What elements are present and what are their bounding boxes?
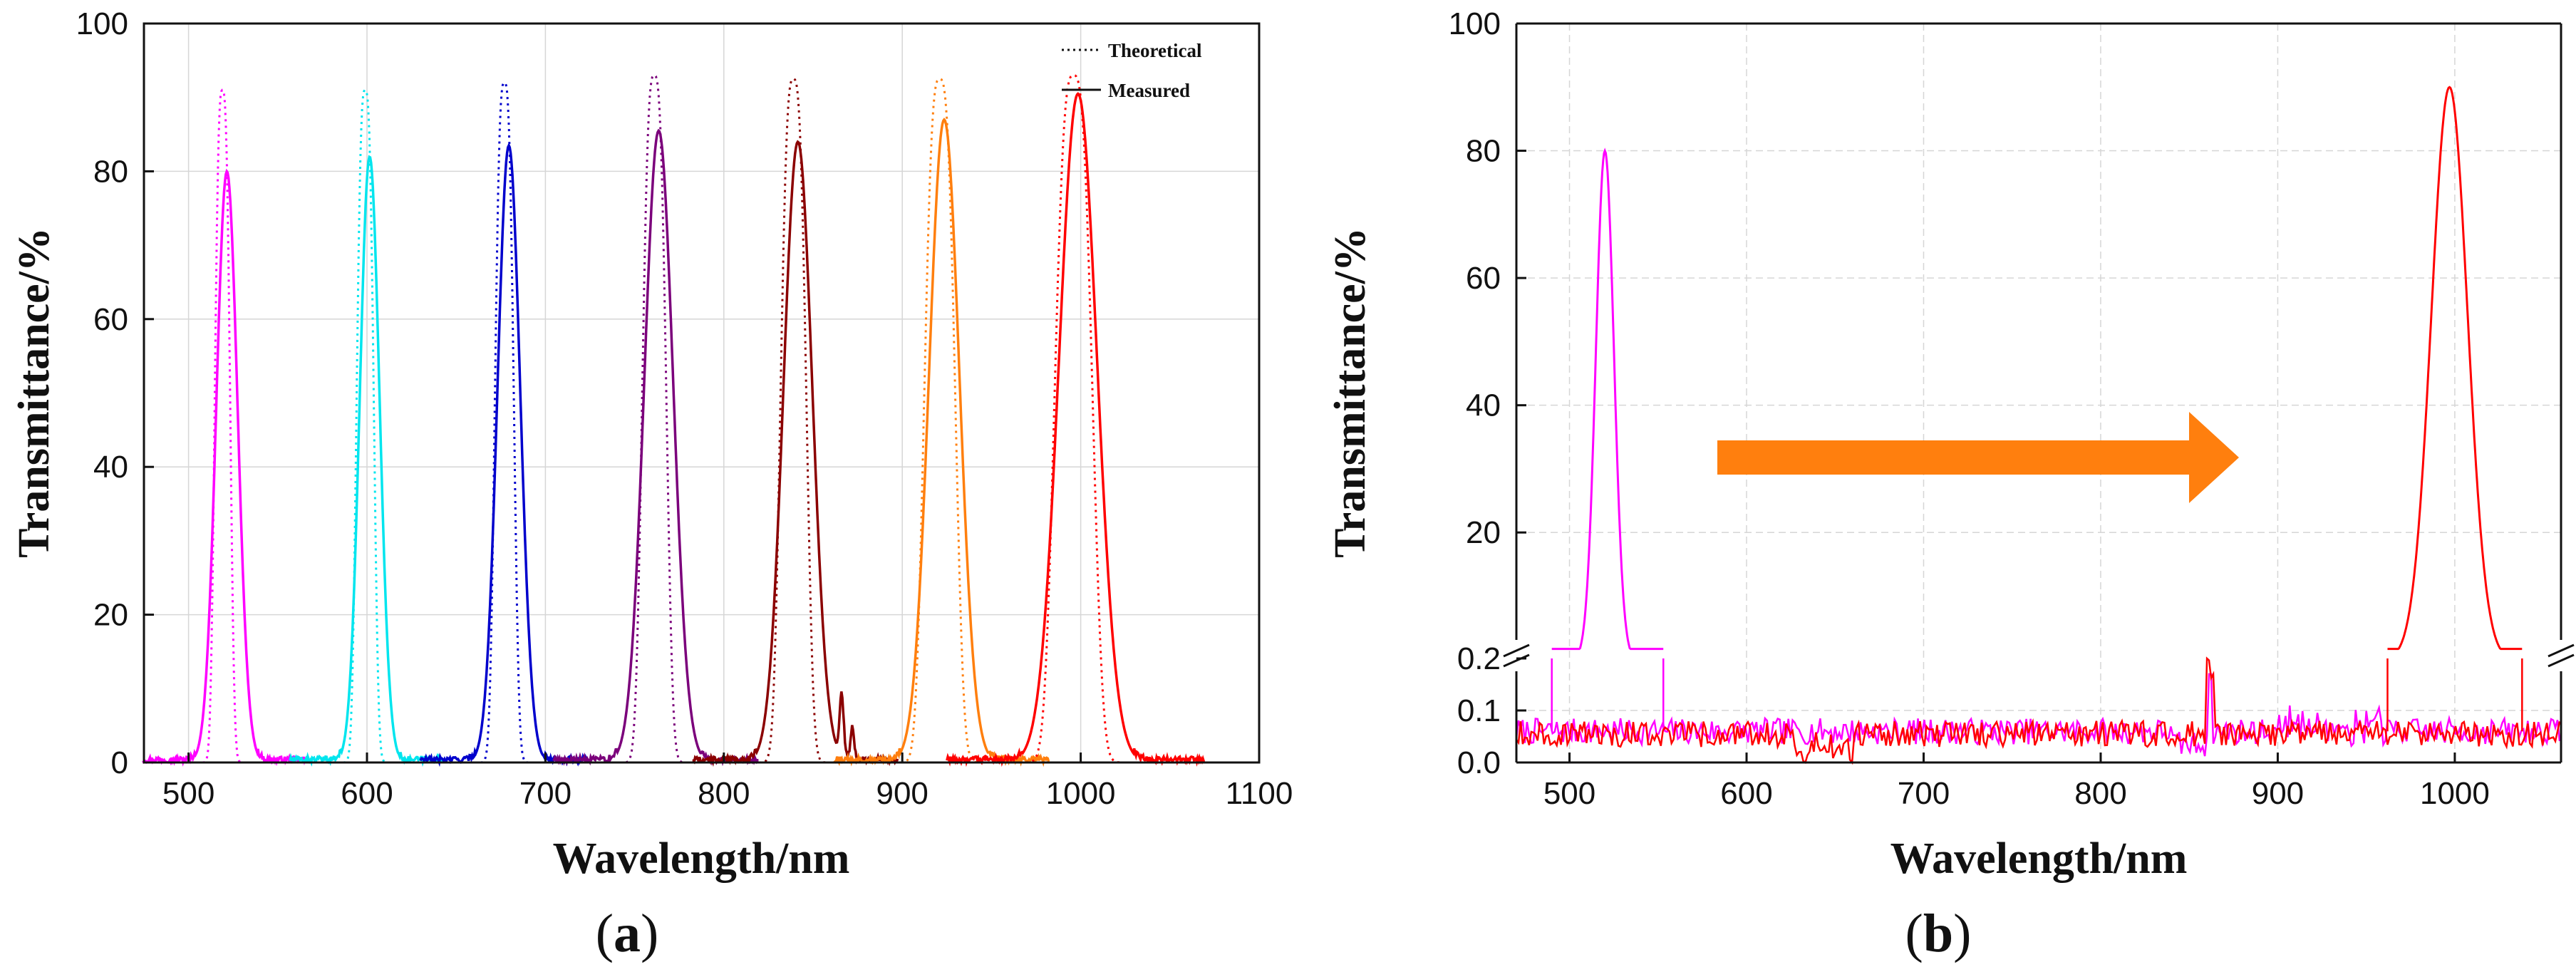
panel-a-series [142,74,1206,767]
series-678-measured-line [419,142,593,767]
panel-b-ytick-label-low-0: 0.0 [1457,745,1501,780]
axis-break-marks [1503,643,2575,668]
series-997-measured-line [946,92,1206,767]
panel-a-xtick-label-1100: 1100 [1226,776,1293,811]
panel-b-ytick-label-low-2: 0.2 [1457,641,1501,676]
panel-b-ytick-label-20: 20 [1466,515,1501,550]
panel-b: 500 600 700 800 900 1000204060801000.00.10.2 … [1326,6,2575,963]
series-678-theoretical-line [442,81,571,764]
series-997-theoretical-line [968,74,1183,764]
panel-a-ytick-label-40: 40 [93,450,128,485]
panel-a: 500 600 700 800 900 1000 1100 0 20 40 60 80 100 Theo… [10,6,1293,963]
panel-a-ytick-label-60: 60 [93,302,128,337]
series-840-measured-line [692,140,899,767]
panel-a-xtick-label-800: 800 [698,776,750,811]
panel-a-legend: Theoretical Measured [1062,40,1202,101]
series-762-measured-line [552,128,759,767]
panel-b-ytick-label-60: 60 [1466,261,1501,296]
panel-a-xtick-label-900: 900 [876,776,928,811]
panel-b-xtick-label-800: 800 [2074,776,2126,811]
panel-b-series [1515,86,2561,765]
legend-measured-label: Measured [1108,80,1190,101]
panel-b-ylabel: Transmittance/% [1326,227,1375,558]
panel-a-xtick-label-600: 600 [341,776,393,811]
panel-b-xtick-label-900: 900 [2252,776,2304,811]
panel-b-xtick-label-600: 600 [1720,776,1772,811]
panel-b-ytick-label-100: 100 [1449,6,1501,41]
panel-a-ytick-label-20: 20 [93,598,128,633]
panel-b-ticks: 500 600 700 800 900 1000 20 40 60 80 100 0.0 0.1 0.2 [1449,6,2490,811]
wavelength-shift-arrow [1717,412,2239,503]
legend-theoretical-label: Theoretical [1108,40,1202,61]
panel-a-xtick-label-1000: 1000 [1046,776,1116,811]
panel-a-xtick-label-700: 700 [519,776,571,811]
panel-a-ticks: 500 600 700 800 900 1000 1100 0 20 40 60 80 100 [76,6,1293,811]
panel-b-plot-frame [1515,22,2562,764]
panel-b-ytick-label-80: 80 [1466,134,1501,169]
panel-a-ylabel: Transmittance/% [10,227,58,558]
series-997-background-line [1515,656,2561,765]
panel-b-label: (b) [1905,904,1972,963]
series-762-theoretical-line [574,74,738,764]
panel-a-label: (a) [596,904,659,963]
panel-b-xtick-label-500: 500 [1543,776,1595,811]
panel-b-xtick-label-1000: 1000 [2420,776,2490,811]
panel-b-ytick-label-40: 40 [1466,388,1501,423]
series-922-theoretical-line [856,78,1028,764]
panel-b-grid [1516,23,2561,762]
series-520-measured-line [142,168,307,767]
series-520-background-line [1515,673,2561,757]
panel-a-xlabel: Wavelength/nm [553,834,850,883]
panel-b-xtick-label-700: 700 [1898,776,1950,811]
panel-a-ytick-label-0: 0 [111,745,128,780]
panel-a-xtick-label-500: 500 [162,776,214,811]
panel-b-xlabel: Wavelength/nm [1890,834,2188,883]
panel-b-ytick-label-low-1: 0.1 [1457,693,1501,728]
series-840-theoretical-line [713,78,876,764]
panel-a-ytick-label-80: 80 [93,154,128,189]
panel-a-grid [144,23,1260,763]
panel-a-ytick-label-100: 100 [76,6,128,41]
panel-a-plot-frame [143,22,1261,764]
series-997-peak-line [2387,86,2523,651]
series-520-peak-line [1551,148,1664,651]
series-922-measured-line [833,117,1050,767]
